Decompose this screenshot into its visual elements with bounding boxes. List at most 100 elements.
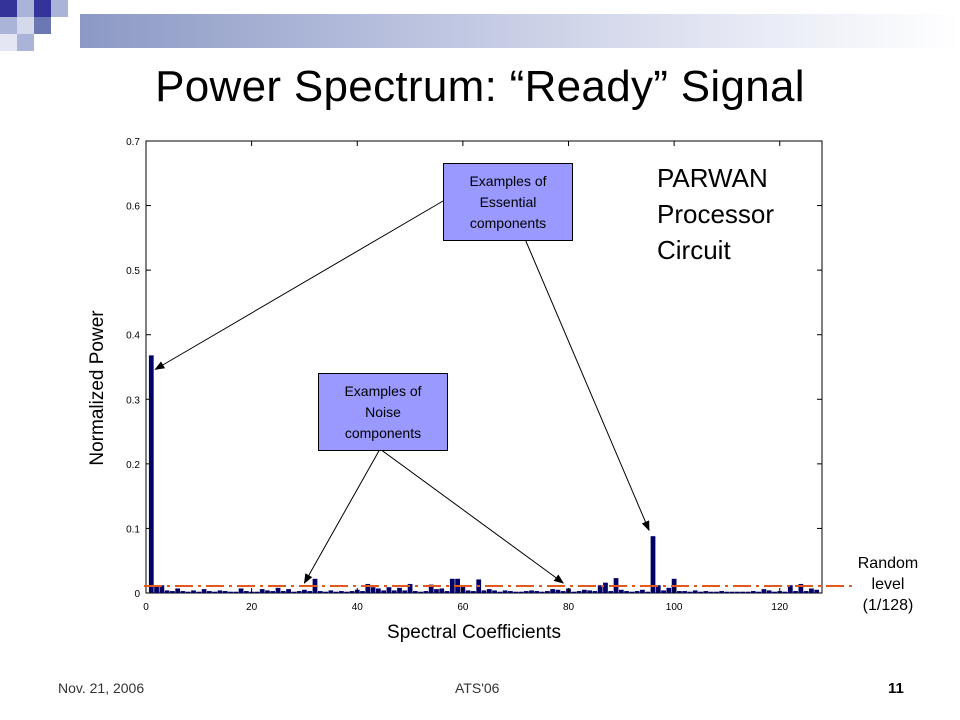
- callout-line: Essential: [479, 193, 537, 210]
- bar: [170, 591, 175, 593]
- bar: [508, 591, 513, 593]
- bar: [550, 589, 556, 593]
- bar: [772, 591, 777, 593]
- bar: [544, 591, 550, 593]
- decor-square: [17, 34, 34, 51]
- essential-arrow-2: [524, 238, 650, 532]
- bar: [745, 591, 751, 593]
- bar: [650, 536, 656, 593]
- bar: [222, 591, 228, 593]
- bar: [640, 589, 645, 593]
- bar: [708, 591, 714, 593]
- x-tick-label: 20: [246, 602, 258, 613]
- bar: [465, 590, 471, 593]
- bar: [212, 591, 218, 593]
- bar: [513, 591, 519, 593]
- bar: [339, 591, 344, 593]
- bar: [486, 589, 492, 593]
- y-tick-label: 0.7: [126, 137, 140, 148]
- bar: [803, 591, 809, 593]
- bar: [148, 355, 154, 593]
- bar: [740, 591, 746, 593]
- bar: [713, 591, 719, 593]
- bar: [703, 591, 709, 593]
- bar: [687, 591, 693, 593]
- y-tick-label: 0.6: [126, 202, 140, 213]
- bar: [349, 591, 355, 593]
- bar: [793, 591, 798, 593]
- callout-line: components: [469, 214, 547, 231]
- bar: [418, 591, 424, 593]
- x-tick-label: 0: [143, 602, 149, 613]
- bar: [534, 591, 540, 593]
- y-tick-label: 0.4: [126, 331, 140, 342]
- bar: [270, 591, 276, 593]
- bar: [412, 591, 418, 593]
- bar: [576, 591, 582, 593]
- bar: [344, 591, 350, 593]
- bar: [497, 591, 503, 593]
- noise-arrow-2: [379, 448, 565, 584]
- y-tick-label: 0.1: [126, 524, 140, 535]
- bar: [386, 587, 392, 593]
- x-tick-label: 100: [666, 602, 683, 613]
- bar: [581, 589, 587, 593]
- header-decoration: [0, 0, 68, 51]
- bar: [365, 583, 371, 593]
- x-axis-label: Spectral Coefficients: [387, 622, 561, 643]
- bar: [159, 585, 165, 593]
- bar: [481, 590, 487, 593]
- bar: [592, 591, 598, 593]
- bar: [428, 584, 434, 593]
- bar: [661, 590, 666, 593]
- bar: [608, 591, 614, 593]
- bar: [307, 591, 313, 593]
- bar: [782, 591, 788, 593]
- bar: [618, 589, 624, 593]
- bar: [259, 589, 265, 593]
- bar: [243, 591, 249, 593]
- random-level-line: Random: [857, 555, 919, 572]
- circuit-note: PARWAN Processor Circuit: [657, 160, 774, 268]
- callout-line: Noise: [365, 403, 401, 420]
- bar: [444, 591, 450, 593]
- random-level-line: (1/128): [862, 597, 914, 614]
- bar: [523, 591, 529, 593]
- bar: [228, 591, 233, 593]
- decor-square: [34, 0, 51, 17]
- decor-square: [17, 0, 34, 17]
- bar: [539, 591, 545, 593]
- bar: [798, 583, 804, 593]
- decor-square: [0, 34, 17, 51]
- bar: [634, 591, 640, 593]
- bar: [275, 587, 281, 593]
- y-tick-label: 0.2: [126, 460, 140, 471]
- bar: [206, 591, 212, 593]
- bar: [698, 591, 703, 593]
- bar: [175, 588, 181, 593]
- bar: [502, 590, 508, 593]
- bar: [317, 591, 323, 593]
- bar: [323, 591, 328, 593]
- bar: [624, 591, 629, 593]
- decor-square: [51, 0, 68, 17]
- bar: [333, 591, 339, 593]
- footer-conference: ATS'06: [455, 680, 500, 696]
- y-axis-label: Normalized Power: [87, 310, 108, 466]
- bar: [750, 591, 756, 593]
- bar: [328, 590, 334, 593]
- bar: [555, 589, 561, 593]
- circuit-note-line: Circuit: [657, 235, 731, 265]
- bar: [518, 591, 524, 593]
- y-tick-label: 0.5: [126, 266, 140, 277]
- bar: [761, 589, 767, 593]
- x-tick-label: 120: [771, 602, 788, 613]
- bar: [286, 589, 291, 593]
- bar: [164, 590, 170, 593]
- bar: [756, 591, 762, 593]
- noise-arrow-1: [303, 448, 381, 584]
- decor-square: [0, 17, 17, 34]
- page-number: 11: [888, 680, 904, 697]
- bar: [201, 589, 207, 593]
- circuit-note-line: PARWAN: [657, 163, 768, 193]
